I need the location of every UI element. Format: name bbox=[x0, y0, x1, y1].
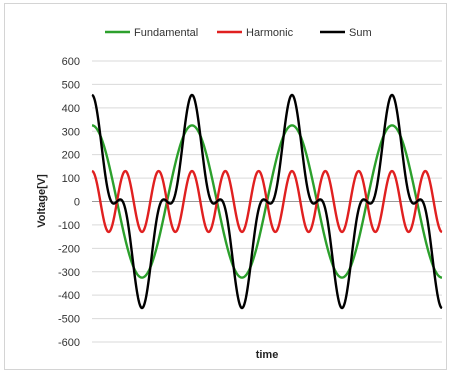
series-line-sum bbox=[91, 93, 443, 310]
x-axis-label: time bbox=[256, 349, 279, 361]
y-tick-label: -200 bbox=[58, 243, 80, 255]
y-tick-label: 100 bbox=[62, 173, 80, 185]
chart-frame bbox=[4, 3, 447, 370]
legend: Fundamental Harmonic Sum bbox=[105, 27, 372, 39]
legend-label-harmonic: Harmonic bbox=[246, 27, 294, 39]
y-tick-label: 600 bbox=[62, 56, 80, 68]
legend-label-fundamental: Fundamental bbox=[134, 27, 198, 39]
series-lines bbox=[91, 93, 443, 310]
y-tick-label: -400 bbox=[58, 290, 80, 302]
y-tick-label: -100 bbox=[58, 220, 80, 232]
y-tick-label: 0 bbox=[74, 197, 80, 209]
y-axis-label: Voltage[V] bbox=[36, 174, 48, 228]
y-tick-labels: 600 500 400 300 200 100 0 -100 -200 -300 -400 -500 -… bbox=[58, 56, 80, 349]
y-tick-label: 300 bbox=[62, 126, 80, 138]
y-tick-label: 500 bbox=[62, 79, 80, 91]
legend-label-sum: Sum bbox=[349, 27, 372, 39]
y-tick-label: -300 bbox=[58, 267, 80, 279]
y-tick-label: 200 bbox=[62, 150, 80, 162]
y-tick-label: -500 bbox=[58, 314, 80, 326]
y-tick-label: -600 bbox=[58, 337, 80, 349]
y-tick-label: 400 bbox=[62, 103, 80, 115]
